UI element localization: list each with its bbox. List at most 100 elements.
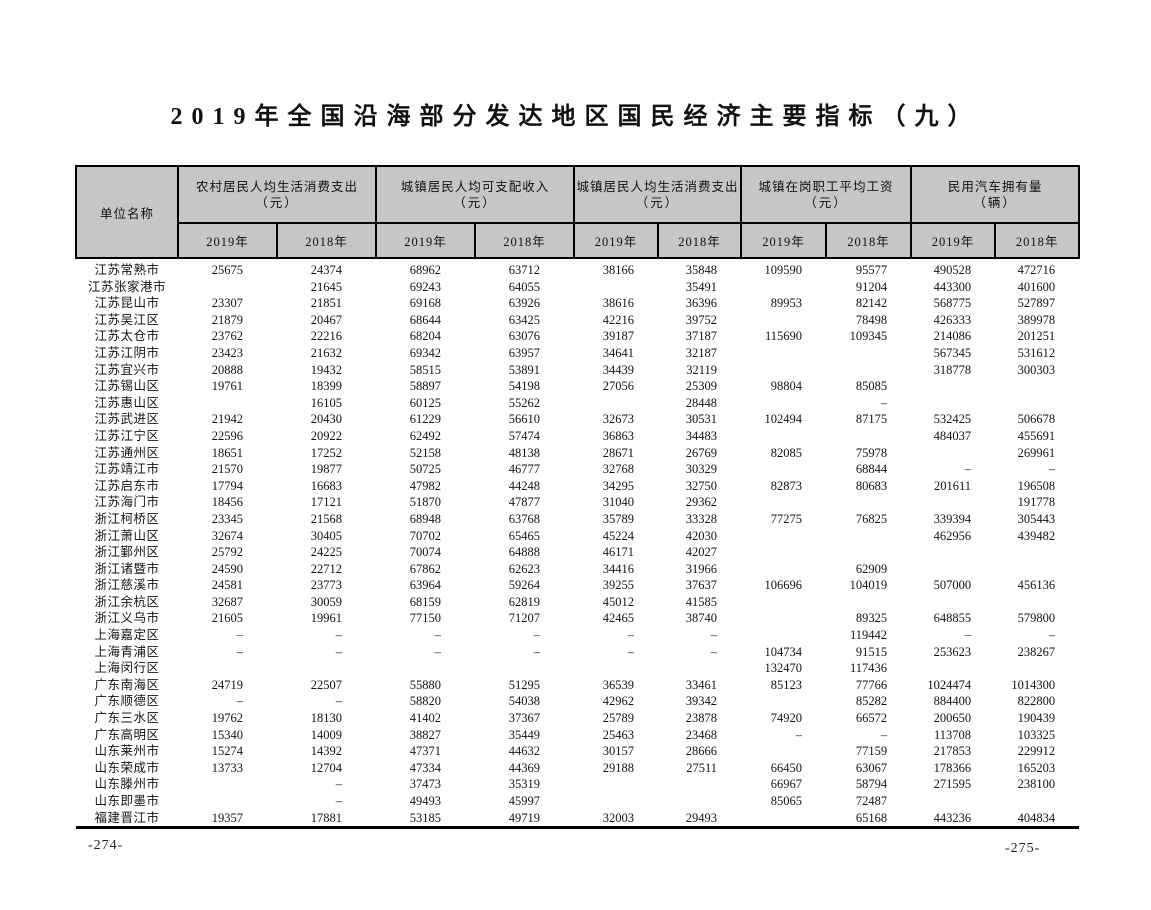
value-cell: 28671 [602, 445, 635, 460]
value-cell: 34641 [602, 345, 635, 360]
value-cell: 490528 [933, 263, 972, 277]
unit-name-cell: 浙江柯桥区 [94, 511, 160, 526]
group-header-urban-income: 城镇居民人均可支配收入 （元） [375, 165, 576, 224]
value-cell [995, 594, 1079, 611]
value-cell: 20888 [211, 362, 243, 377]
value-cell: 389978 [1017, 312, 1056, 327]
value-cell: 404834 [1017, 810, 1056, 825]
table-row: 江苏靖江市 21570 19877 50725 46777 32768 30329 68844… [76, 461, 1079, 478]
unit-name-cell: 山东莱州市 [94, 744, 160, 759]
value-cell: 13733 [211, 760, 243, 775]
value-cell: 30531 [685, 412, 718, 427]
value-cell: 21605 [211, 611, 243, 626]
value-cell: 20430 [310, 412, 343, 427]
value-cell: 24719 [211, 677, 243, 692]
value-cell: 21645 [310, 279, 343, 294]
value-cell: 36539 [602, 677, 635, 692]
value-cell: 58897 [409, 379, 442, 394]
value-cell: 51295 [508, 677, 541, 692]
value-cell: 28448 [685, 395, 718, 410]
value-cell: 63076 [508, 329, 541, 344]
value-cell [911, 494, 995, 511]
table-row: 江苏昆山市 23307 21851 69168 63926 38616 36396 89953… [76, 295, 1079, 312]
value-cell: 17881 [310, 810, 343, 825]
value-cell [741, 627, 826, 644]
unit-name-cell: 江苏靖江市 [94, 462, 160, 477]
table-row: 山东荣成市 13733 12704 47334 44369 29188 27511 66450… [76, 760, 1079, 777]
unit-name-cell: 江苏常熟市 [94, 263, 160, 277]
year-header-2018: 2018年 [825, 222, 913, 259]
value-cell [911, 594, 995, 611]
value-cell: 62492 [409, 428, 442, 443]
value-cell: 58794 [855, 777, 888, 792]
table-row: 江苏常熟市 25675 24374 68962 63712 38166 35848 10959… [76, 258, 1079, 279]
value-cell: 53185 [409, 810, 442, 825]
value-cell: 66450 [770, 760, 803, 775]
value-cell: 19357 [211, 810, 243, 825]
value-cell [178, 395, 277, 412]
value-cell [741, 395, 826, 412]
value-cell: 34483 [685, 428, 718, 443]
value-cell: 70074 [409, 545, 442, 560]
value-cell: 271595 [933, 777, 972, 792]
value-cell: 48138 [508, 445, 541, 460]
value-cell: 42027 [685, 545, 718, 560]
value-cell: 109345 [849, 329, 888, 344]
value-cell: 68644 [409, 312, 442, 327]
value-cell: 71207 [508, 611, 541, 626]
value-cell: 19761 [211, 379, 243, 394]
value-cell: 30059 [310, 594, 343, 609]
table-group-header-row: 单位名称 农村居民人均生活消费支出 （元） 城镇居民人均可支配收入 （元） 城镇… [75, 165, 1081, 259]
value-cell: – [964, 628, 972, 643]
value-cell [741, 561, 826, 578]
unit-name-cell: 江苏吴江区 [94, 312, 160, 327]
group-unit: （元） [635, 195, 680, 210]
value-cell: 822800 [1017, 694, 1056, 709]
value-cell: 17252 [310, 445, 343, 460]
value-cell: 42465 [602, 611, 635, 626]
value-cell: 47877 [508, 495, 541, 510]
value-cell: 59264 [508, 578, 541, 593]
corner-header: 单位名称 [75, 165, 179, 259]
value-cell: 37367 [508, 711, 541, 726]
value-cell: 89325 [855, 611, 888, 626]
value-cell: – [795, 727, 803, 742]
value-cell: 21568 [310, 511, 343, 526]
value-cell: – [335, 694, 343, 709]
value-cell: 45012 [602, 594, 635, 609]
table-row: 浙江柯桥区 23345 21568 68948 63768 35789 33328 77275… [76, 511, 1079, 528]
value-cell: 23307 [211, 296, 243, 311]
value-cell: 16683 [310, 478, 343, 493]
value-cell: 67862 [409, 561, 442, 576]
value-cell [277, 660, 376, 677]
value-cell: 55880 [409, 677, 442, 692]
value-cell [911, 544, 995, 561]
value-cell: – [1048, 462, 1056, 477]
value-cell: 51870 [409, 495, 442, 510]
value-cell: 63425 [508, 312, 541, 327]
value-cell [826, 544, 911, 561]
value-cell: 91204 [855, 279, 888, 294]
value-cell: 47334 [409, 760, 442, 775]
table-row: 上海青浦区 – – – – – – 104734 91515 253623 238267 [76, 644, 1079, 661]
value-cell: 68159 [409, 594, 442, 609]
value-cell: – [627, 644, 635, 659]
value-cell: 31040 [602, 495, 635, 510]
value-cell [658, 793, 741, 810]
value-cell: 38740 [685, 611, 718, 626]
year-header-2019: 2019年 [573, 222, 660, 259]
value-cell: 72487 [855, 794, 888, 808]
value-cell: 119442 [850, 628, 888, 643]
value-cell: 42962 [602, 694, 635, 709]
value-cell: 62623 [508, 561, 541, 576]
value-cell: 102494 [764, 412, 803, 427]
value-cell: 35491 [685, 279, 718, 294]
value-cell: 26769 [685, 445, 718, 460]
value-cell: 68948 [409, 511, 442, 526]
group-unit: （元） [804, 195, 848, 210]
value-cell: 14392 [310, 744, 343, 759]
value-cell: 455691 [1017, 428, 1056, 443]
value-cell [741, 279, 826, 296]
value-cell: 426333 [933, 312, 972, 327]
value-cell: – [1048, 628, 1056, 643]
